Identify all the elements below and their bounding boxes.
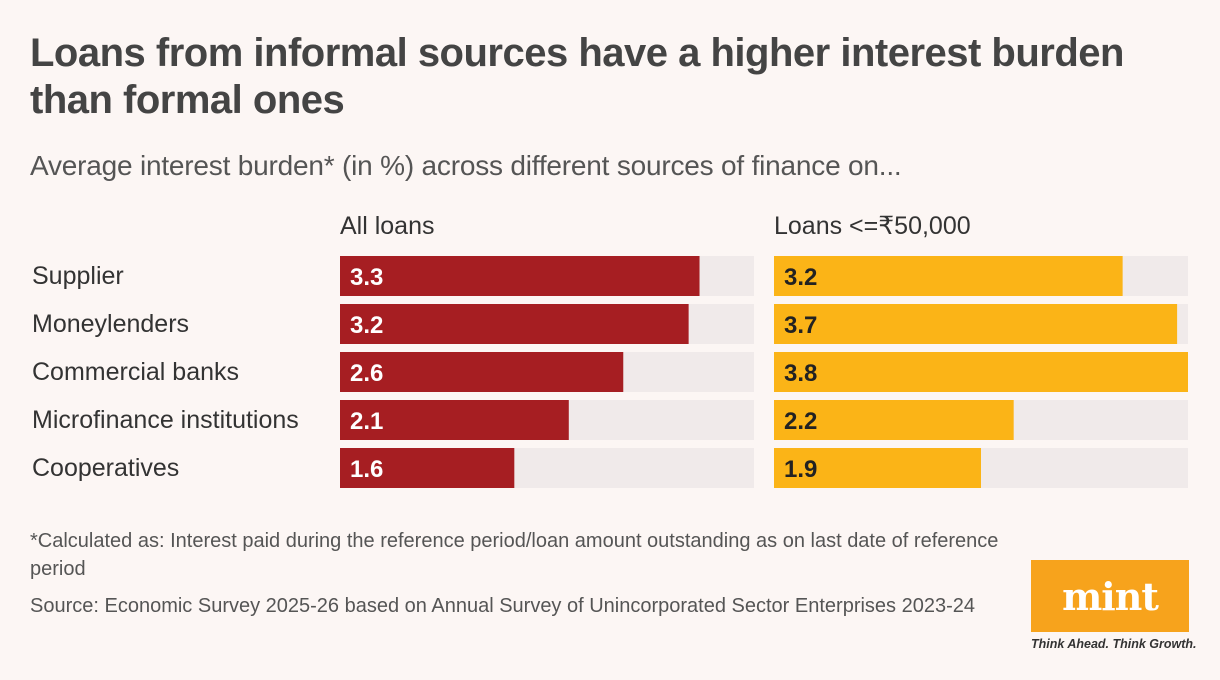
bar bbox=[340, 352, 624, 392]
bar bbox=[774, 256, 1123, 296]
data-label: 1.6 bbox=[350, 456, 383, 483]
category-label: Commercial banks bbox=[32, 358, 239, 386]
bar bbox=[340, 304, 689, 344]
data-label: 3.2 bbox=[350, 312, 383, 339]
source-note: Source: Economic Survey 2025-26 based on… bbox=[30, 595, 975, 617]
footnote: *Calculated as: Interest paid during the… bbox=[30, 530, 999, 580]
data-label: 2.1 bbox=[350, 408, 383, 435]
bar bbox=[774, 448, 981, 488]
bar-chart: Supplier Moneylenders Commercial banks Micr… bbox=[32, 212, 1188, 488]
logo-text: mint bbox=[1062, 573, 1159, 619]
category-label: Supplier bbox=[32, 262, 124, 290]
bar bbox=[774, 400, 1014, 440]
bar bbox=[340, 256, 700, 296]
data-label: 3.2 bbox=[784, 264, 817, 291]
category-label: Microfinance institutions bbox=[32, 406, 299, 434]
category-label: Moneylenders bbox=[32, 310, 189, 338]
series-header: Loans <=₹50,000 bbox=[774, 212, 971, 240]
bar bbox=[340, 448, 515, 488]
logo-tagline: Think Ahead. Think Growth. bbox=[1031, 637, 1197, 651]
bar bbox=[774, 352, 1188, 392]
bar bbox=[340, 400, 569, 440]
data-label: 1.9 bbox=[784, 456, 817, 483]
series-header: All loans bbox=[340, 212, 435, 240]
bar bbox=[774, 304, 1178, 344]
chart-subtitle: Average interest burden* (in %) across d… bbox=[30, 150, 902, 181]
mint-logo: mint bbox=[1031, 560, 1189, 632]
data-label: 2.2 bbox=[784, 408, 817, 435]
data-label: 3.7 bbox=[784, 312, 817, 339]
category-label: Cooperatives bbox=[32, 454, 179, 482]
data-label: 3.8 bbox=[784, 360, 817, 387]
chart-title: Loans from informal sources have a highe… bbox=[30, 31, 1124, 122]
data-label: 2.6 bbox=[350, 360, 383, 387]
data-label: 3.3 bbox=[350, 264, 383, 291]
